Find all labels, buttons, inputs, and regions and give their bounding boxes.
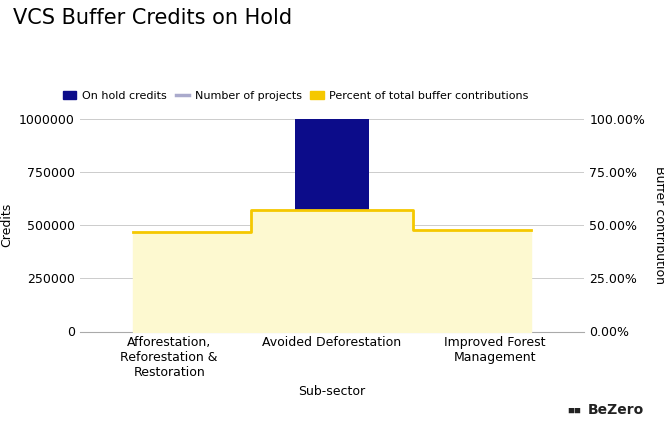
Bar xyxy=(295,119,369,332)
Bar xyxy=(133,304,206,332)
X-axis label: Sub-sector: Sub-sector xyxy=(298,385,366,398)
Text: BeZero: BeZero xyxy=(588,402,644,416)
Text: 13: 13 xyxy=(323,308,341,321)
Y-axis label: Credits: Credits xyxy=(1,203,13,247)
Y-axis label: Buffer contribution: Buffer contribution xyxy=(653,166,664,284)
Legend: On hold credits, Number of projects, Percent of total buffer contributions: On hold credits, Number of projects, Per… xyxy=(58,86,533,105)
Text: VCS Buffer Credits on Hold: VCS Buffer Credits on Hold xyxy=(13,8,292,28)
Text: 7: 7 xyxy=(491,308,499,321)
Bar xyxy=(458,298,531,332)
Text: 8: 8 xyxy=(165,311,174,325)
Text: ◼◼: ◼◼ xyxy=(568,405,582,414)
